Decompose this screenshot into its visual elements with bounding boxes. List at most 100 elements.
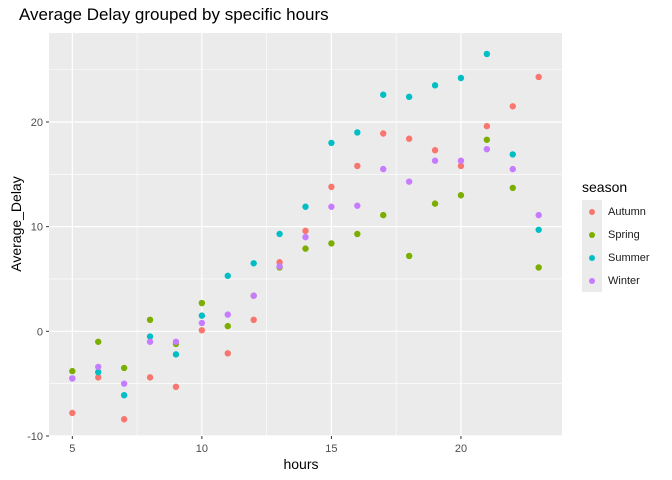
data-point-summer — [250, 260, 257, 267]
data-point-summer — [380, 91, 387, 98]
data-point-autumn — [405, 135, 413, 142]
data-point-summer — [431, 82, 439, 89]
data-point-winter — [535, 211, 542, 219]
data-point-autumn — [224, 350, 231, 357]
data-point-summer — [120, 391, 128, 399]
data-point-summer — [509, 151, 516, 158]
data-point-spring — [302, 245, 309, 252]
axis-ticks: 5 10 15 20 -10 0 10 20 — [27, 117, 467, 455]
legend-marker — [589, 277, 595, 284]
data-point-winter — [198, 319, 206, 327]
legend-key — [582, 269, 602, 292]
data-point-autumn — [302, 227, 309, 235]
legend-title: season — [582, 179, 628, 195]
data-point-summer — [224, 272, 231, 280]
data-point-winter — [69, 375, 76, 382]
legend-label: Spring — [608, 228, 640, 241]
data-point-spring — [328, 240, 335, 247]
data-point-winter — [120, 380, 128, 387]
data-point-spring — [431, 200, 439, 207]
data-point-autumn — [328, 183, 335, 191]
data-point-spring — [535, 264, 542, 271]
data-point-summer — [535, 226, 542, 233]
data-point-spring — [457, 192, 465, 199]
data-point-autumn — [380, 130, 387, 137]
data-point-winter — [431, 157, 439, 164]
data-point-winter — [276, 263, 283, 270]
data-point-spring — [483, 136, 491, 143]
y-tick-label: 10 — [31, 222, 43, 234]
data-point-autumn — [535, 73, 542, 81]
data-point-spring — [69, 367, 76, 375]
data-point-summer — [146, 333, 154, 340]
x-tick-label: 15 — [325, 443, 337, 455]
data-point-winter — [405, 178, 413, 185]
data-point-spring — [120, 364, 128, 372]
legend-key — [582, 246, 602, 269]
data-point-winter — [250, 292, 257, 299]
data-point-spring — [146, 316, 154, 324]
data-point-autumn — [431, 147, 439, 154]
data-point-winter — [95, 363, 102, 371]
chart-title: Average Delay grouped by specific hours — [19, 5, 329, 24]
data-point-autumn — [509, 103, 516, 110]
data-point-autumn — [198, 327, 206, 334]
minor-gridlines — [49, 33, 562, 436]
data-point-spring — [354, 230, 361, 238]
legend-items: Autumn Spring Summer Winter — [582, 200, 650, 292]
data-point-summer — [457, 74, 465, 82]
data-point-spring — [224, 322, 231, 330]
legend-marker — [589, 231, 595, 238]
x-tick-label: 20 — [455, 443, 467, 455]
data-point-winter — [224, 311, 231, 318]
legend-item-winter: Winter — [582, 269, 650, 292]
data-point-winter — [146, 338, 154, 345]
data-point-winter — [483, 145, 491, 153]
legend-key — [582, 200, 602, 223]
data-point-summer — [328, 139, 335, 147]
legend-label: Winter — [608, 274, 640, 287]
data-point-winter — [354, 202, 361, 209]
x-tick-label: 10 — [196, 443, 208, 455]
data-point-spring — [380, 211, 387, 219]
data-point-autumn — [69, 409, 76, 417]
legend-item-autumn: Autumn — [582, 200, 650, 223]
data-point-winter — [328, 203, 335, 210]
data-point-summer — [276, 230, 283, 238]
x-tick-label: 5 — [69, 443, 75, 455]
legend: season Autumn Spring Summer Winter — [582, 179, 650, 292]
data-point-winter — [380, 165, 387, 173]
data-point-autumn — [354, 162, 361, 170]
data-point-summer — [302, 203, 309, 210]
data-point-summer — [483, 50, 491, 58]
data-point-spring — [405, 252, 413, 260]
data-point-autumn — [120, 416, 128, 423]
legend-label: Autumn — [608, 205, 646, 218]
data-point-summer — [198, 312, 206, 319]
data-point-winter — [457, 157, 465, 164]
data-point-winter — [172, 338, 180, 345]
y-axis-title: Average_Delay — [8, 176, 24, 272]
legend-marker — [589, 254, 595, 261]
y-tick-label: 0 — [37, 326, 43, 338]
data-point-autumn — [172, 383, 180, 391]
data-point-winter — [509, 165, 516, 173]
data-point-summer — [405, 93, 413, 101]
data-point-autumn — [250, 316, 257, 324]
data-point-spring — [198, 299, 206, 307]
y-tick-label: 20 — [31, 117, 43, 129]
data-point-summer — [172, 351, 180, 358]
data-point-autumn — [146, 374, 154, 381]
data-points — [69, 50, 542, 423]
y-tick-label: -10 — [27, 431, 43, 443]
data-point-winter — [302, 233, 309, 241]
data-point-summer — [95, 368, 102, 376]
data-point-autumn — [95, 374, 102, 381]
x-axis-title: hours — [283, 456, 319, 472]
legend-item-summer: Summer — [582, 246, 650, 269]
legend-item-spring: Spring — [582, 223, 650, 246]
legend-label: Summer — [608, 251, 650, 264]
data-point-spring — [509, 184, 516, 192]
legend-key — [582, 223, 602, 246]
